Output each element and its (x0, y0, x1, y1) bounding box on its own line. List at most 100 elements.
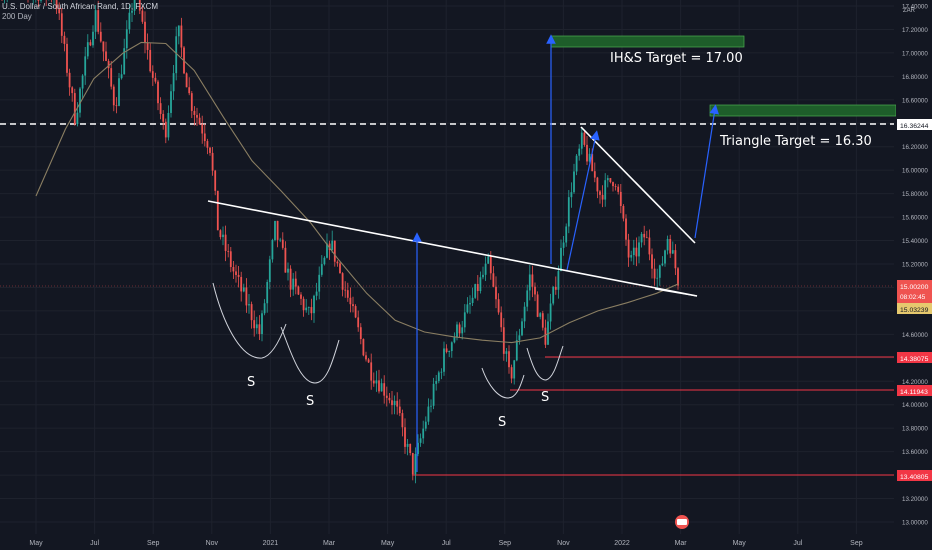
price-tick-label: 15.80000 (902, 191, 928, 198)
candle-body (271, 240, 274, 260)
candle-body (344, 289, 347, 291)
candle-body (573, 171, 575, 193)
candle-body (188, 87, 191, 94)
level-1-value: 14.38075 (900, 356, 929, 363)
candle-body (453, 337, 456, 343)
time-tick-label: Nov (206, 540, 219, 547)
ma-value: 15.03239 (900, 307, 929, 314)
triangle-target-box (709, 104, 897, 117)
candle-body (406, 443, 409, 447)
candle-body (268, 259, 271, 283)
candle-body (385, 395, 388, 398)
candle-body (404, 427, 406, 447)
candle-body (445, 348, 448, 353)
candle-body (84, 56, 87, 76)
candle-body (157, 81, 159, 104)
support-levels (0, 123, 894, 476)
candle-body (422, 428, 425, 439)
candle-body (318, 274, 321, 292)
ma-200-line (35, 41, 679, 344)
candle-body (209, 147, 211, 153)
candle-body (198, 117, 201, 125)
candle-body (391, 400, 393, 406)
candle-body (37, 0, 40, 1)
candle-body (81, 75, 84, 89)
candle-body (557, 271, 560, 290)
candle-body (482, 274, 484, 278)
trendlines (207, 126, 698, 297)
candle-body (632, 247, 635, 256)
currency-label: ZAR (903, 8, 916, 14)
candle-body (133, 0, 136, 11)
level-3-value: 13.40805 (900, 474, 929, 481)
candle-body (502, 327, 505, 354)
candle-body (232, 266, 235, 272)
current-price-badge (897, 280, 932, 304)
candle-body (606, 178, 609, 181)
candle-body (427, 406, 430, 422)
price-axis[interactable]: 17.40000 17.20000 17.00000 16.80000 16.60000… (896, 0, 932, 550)
candle-body (63, 35, 66, 44)
shoulder-label-1: S (247, 375, 255, 390)
candle-body (419, 438, 422, 443)
candle-body (125, 29, 128, 49)
price-tick-label: 14.60000 (902, 332, 928, 339)
candle-body (635, 247, 638, 257)
candle-body (476, 284, 479, 292)
candle-body (552, 286, 555, 304)
candle-body (300, 294, 302, 299)
candle-body (435, 381, 438, 384)
level-2-value: 14.11943 (900, 389, 928, 396)
candle-body (266, 282, 269, 304)
price-tick-label: 13.60000 (902, 449, 928, 456)
candle-body (619, 191, 622, 207)
time-tick-label: May (381, 540, 395, 547)
price-tick-label: 17.20000 (902, 27, 928, 34)
candle-body (255, 324, 258, 329)
candle-body (658, 265, 661, 278)
candle-body (315, 291, 318, 296)
candle-body (666, 239, 669, 251)
price-tick-label: 17.40000 (902, 4, 928, 11)
candle-body (203, 133, 206, 142)
candle-body (92, 31, 94, 46)
time-axis[interactable]: May Jul Sep Nov 2021 Mar May Jul Sep Nov 2022 Mar Ma… (0, 534, 896, 550)
candle-body (68, 72, 71, 88)
candle-body (138, 0, 141, 11)
candle-body (521, 321, 523, 336)
left-shoulder-arc-1 (212, 282, 287, 359)
candle-body (331, 240, 334, 251)
candle-body (302, 298, 305, 311)
shoulder-label-3: S (498, 415, 506, 430)
candle-body (656, 277, 659, 279)
candle-body (549, 303, 552, 322)
candle-body (625, 218, 627, 240)
candle-body (310, 307, 313, 314)
candle-body (664, 250, 666, 264)
candle-body (102, 41, 105, 52)
price-tick-label: 13.00000 (902, 520, 928, 527)
candle-body (250, 304, 253, 321)
right-shoulder-arc-1 (481, 367, 525, 399)
candle-body (352, 304, 354, 307)
candle-body (346, 290, 349, 298)
candle-body (630, 255, 633, 258)
candle-body (237, 274, 240, 277)
candle-body (235, 271, 237, 275)
candle-body (531, 274, 534, 287)
candle-body (622, 206, 625, 219)
candle-body (463, 312, 466, 328)
candle-body (388, 397, 391, 401)
candle-body (190, 93, 193, 111)
candle-body (393, 400, 396, 406)
time-tick-label: Sep (147, 540, 160, 547)
candle-body (354, 306, 357, 318)
candle-body (359, 327, 362, 340)
candle-body (469, 302, 471, 305)
candle-body (599, 191, 601, 195)
candle-body (172, 73, 175, 92)
candle-body (401, 413, 404, 428)
price-tick-label: 14.00000 (902, 402, 928, 409)
ihs-target-label: IH&S Target = 17.00 (610, 51, 743, 66)
